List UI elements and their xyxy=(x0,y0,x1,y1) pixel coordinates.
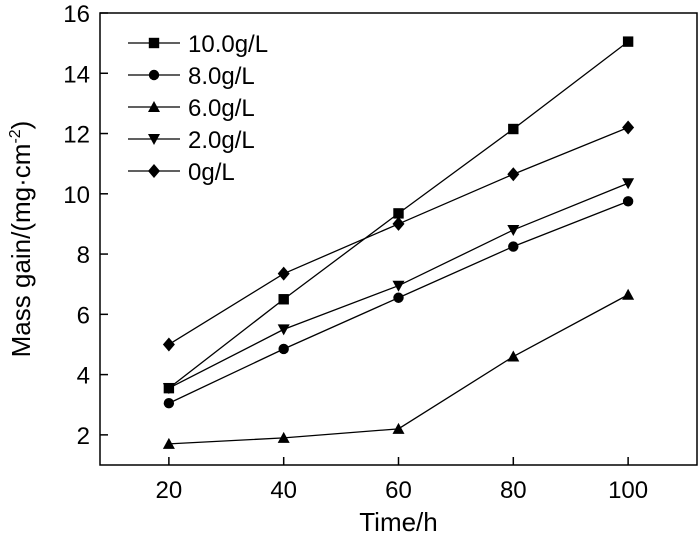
legend-item: 0g/L xyxy=(128,159,235,186)
data-point-marker xyxy=(392,216,405,231)
data-point-marker xyxy=(508,123,519,135)
legend-label: 6.0g/L xyxy=(188,95,255,122)
legend-marker xyxy=(148,164,160,178)
data-point-marker xyxy=(278,343,289,355)
series-6-0g-l xyxy=(162,288,635,449)
data-point-marker xyxy=(162,437,175,449)
legend-label: 8.0g/L xyxy=(188,63,255,90)
y-axis-title: Mass gain/(mg·cm-2) xyxy=(6,121,36,358)
data-point-marker xyxy=(622,120,635,135)
y-axis-title-tail: ) xyxy=(6,121,36,130)
x-tick-label: 100 xyxy=(608,477,648,504)
series-layer xyxy=(162,36,635,449)
data-point-marker xyxy=(162,337,175,352)
y-tick-label: 10 xyxy=(63,182,90,209)
data-point-marker xyxy=(622,178,635,190)
y-tick-label: 4 xyxy=(77,363,90,390)
legend-item: 8.0g/L xyxy=(128,63,255,90)
series-0g-l xyxy=(162,120,635,352)
data-point-marker xyxy=(392,280,405,292)
x-axis-title: Time/h xyxy=(359,507,438,537)
data-point-marker xyxy=(278,294,289,305)
y-tick-label: 16 xyxy=(63,1,90,28)
y-tick-label: 6 xyxy=(77,302,90,329)
legend-label: 0g/L xyxy=(188,159,235,186)
series-line xyxy=(168,294,629,445)
legend-item: 6.0g/L xyxy=(128,95,255,122)
series-line xyxy=(168,126,629,346)
data-point-marker xyxy=(277,266,290,281)
legend-label: 2.0g/L xyxy=(188,127,255,154)
legend-label: 10.0g/L xyxy=(188,31,268,58)
legend-marker xyxy=(148,101,160,112)
x-tick-label: 80 xyxy=(500,477,527,504)
data-point-marker xyxy=(277,324,290,336)
data-point-marker xyxy=(507,167,520,182)
legend-item: 10.0g/L xyxy=(128,31,268,58)
data-point-marker xyxy=(163,398,175,409)
y-tick-label: 12 xyxy=(63,122,90,149)
y-tick-label: 14 xyxy=(63,61,90,88)
data-point-marker xyxy=(277,431,290,443)
legend-item: 2.0g/L xyxy=(128,127,255,154)
data-point-marker xyxy=(162,383,175,395)
y-tick-label: 8 xyxy=(77,242,90,269)
data-point-marker xyxy=(393,208,404,219)
series-8-0g-l xyxy=(163,196,634,409)
data-point-marker xyxy=(507,224,520,236)
data-point-marker xyxy=(393,292,404,303)
x-tick-label: 40 xyxy=(270,477,297,504)
legend-marker xyxy=(148,37,160,49)
data-point-marker xyxy=(507,350,520,362)
y-axis-title-superscript: -2 xyxy=(7,129,24,143)
series-2-0g-l xyxy=(162,178,635,395)
legend: 10.0g/L 8.0g/L 6.0g/L 2.0g/L 0g/L xyxy=(128,31,268,186)
y-tick-label: 2 xyxy=(77,423,90,450)
legend-marker xyxy=(148,134,160,145)
x-tick-label: 60 xyxy=(385,477,412,504)
axis-ticks: 20 40 60 80 100 2 4 6 8 10 12 14 16 xyxy=(63,1,648,504)
data-point-marker xyxy=(622,196,634,207)
x-tick-label: 20 xyxy=(156,477,183,504)
data-point-marker xyxy=(392,422,405,434)
legend-marker xyxy=(148,69,160,81)
data-point-marker xyxy=(622,36,634,47)
y-axis-title-main: Mass gain/(mg·cm xyxy=(6,144,36,358)
data-point-marker xyxy=(622,288,635,300)
data-point-marker xyxy=(508,241,519,252)
